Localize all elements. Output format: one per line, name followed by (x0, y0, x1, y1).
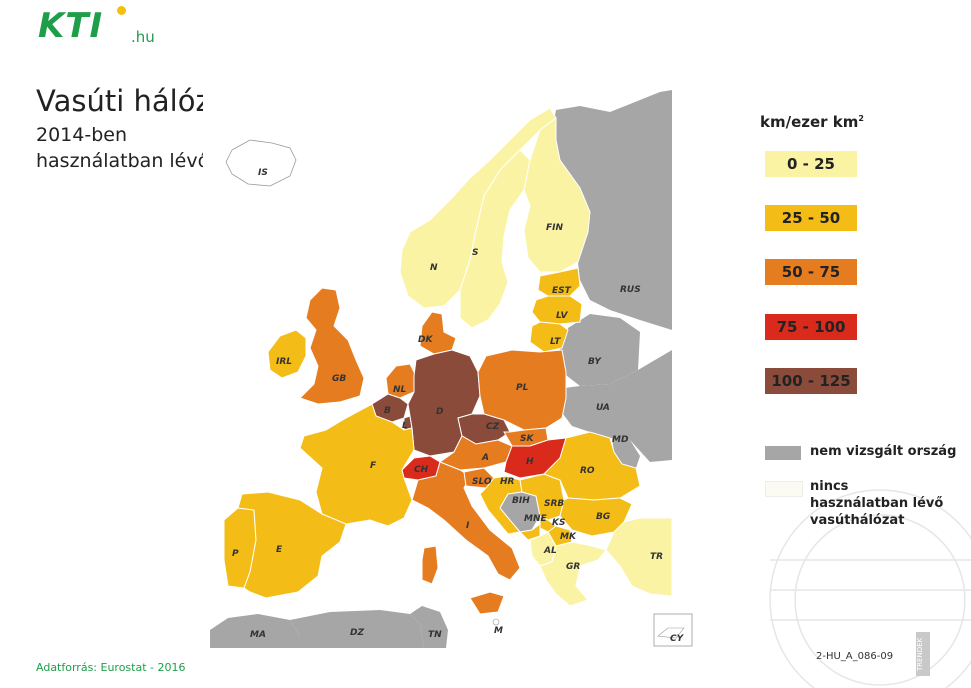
country-TR (605, 517, 673, 597)
label-N: N (430, 263, 438, 273)
label-E: E (276, 545, 283, 555)
country-RUS (552, 90, 672, 330)
country-UA (560, 350, 672, 462)
label-M: M (494, 626, 503, 636)
country-IS (225, 139, 297, 187)
country-labels: IS N S FIN EST LV LT RUS BY UA MD IRL GB… (232, 168, 685, 644)
country-GB (299, 287, 365, 405)
country-LT (529, 321, 569, 353)
legend-class-25-50: 25 - 50 (765, 205, 857, 231)
figure-code: 2-HU_A_086-09 (816, 651, 894, 662)
country-S (459, 149, 531, 329)
label-I: I (466, 521, 470, 531)
label-FIN: FIN (546, 223, 563, 233)
label-SK: SK (520, 434, 534, 444)
legend-class-50-75: 50 - 75 (765, 259, 857, 285)
label-L: L (402, 421, 408, 431)
label-D: D (436, 407, 444, 417)
country-EST (537, 267, 581, 297)
decorative-circles (769, 489, 971, 688)
kti-logo: KTI (38, 6, 104, 46)
label-DZ: DZ (350, 628, 364, 638)
label-PL: PL (516, 383, 529, 393)
legend-not-examined-swatch (765, 446, 801, 460)
map-subtitle: 2014-ben használatban lévő (36, 124, 210, 172)
label-BY: BY (588, 357, 602, 367)
country-CY (657, 627, 685, 639)
label-MD: MD (612, 435, 629, 445)
label-CH: CH (414, 465, 429, 475)
legend-unit-text: km/ezer km (760, 113, 859, 131)
country-GR (539, 541, 607, 607)
label-AL: AL (543, 546, 557, 556)
label-GR: GR (566, 562, 580, 572)
country-N (399, 107, 557, 309)
legend-class-label: 100 - 125 (771, 372, 851, 390)
legend-class-label: 0 - 25 (787, 155, 835, 173)
label-GB: GB (332, 374, 346, 384)
label-MK: MK (560, 532, 577, 542)
logo-domain: .hu (131, 28, 155, 46)
label-MA: MA (250, 630, 266, 640)
country-LV (531, 295, 583, 325)
country-DZ (290, 610, 424, 648)
label-TR: TR (650, 552, 663, 562)
country-E (237, 491, 347, 599)
country-FIN (523, 117, 591, 273)
label-KS: KS (552, 518, 565, 528)
country-TN (410, 606, 448, 648)
label-BG: BG (596, 512, 610, 522)
label-RUS: RUS (620, 285, 641, 295)
country-MD (612, 438, 640, 468)
watermark: TRENDEK (916, 632, 930, 676)
label-RO: RO (580, 466, 595, 476)
label-SLO: SLO (472, 477, 492, 487)
label-IRL: IRL (276, 357, 292, 367)
label-CZ: CZ (486, 422, 500, 432)
country-I-sardinia (421, 545, 439, 585)
label-B: B (384, 406, 391, 416)
country-M (492, 618, 500, 626)
label-P: P (232, 549, 239, 559)
label-UA: UA (596, 403, 610, 413)
label-NL: NL (393, 385, 407, 395)
label-H: H (526, 457, 534, 467)
label-BIH: BIH (512, 496, 530, 506)
legend-class-100-125: 100 - 125 (765, 368, 857, 394)
label-EST: EST (552, 286, 572, 296)
legend-unit: km/ezer km2 (760, 113, 864, 131)
label-LV: LV (556, 311, 568, 321)
logo-dot (117, 6, 126, 15)
label-MNE: MNE (524, 514, 547, 524)
legend-no-rail-swatch (765, 481, 803, 497)
label-F: F (370, 461, 377, 471)
country-I-sicily (469, 591, 505, 615)
legend-unit-sup: 2 (858, 114, 864, 123)
data-source: Adatforrás: Eurostat - 2016 (36, 661, 186, 674)
label-HR: HR (500, 477, 515, 487)
label-S: S (472, 248, 478, 258)
label-TN: TN (428, 630, 442, 640)
country-BY (560, 314, 640, 386)
country-MA (210, 614, 300, 648)
label-SRB: SRB (544, 499, 564, 509)
legend-not-examined: nem vizsgált ország (810, 444, 957, 459)
label-LT: LT (550, 337, 561, 347)
legend-class-0-25: 0 - 25 (765, 151, 857, 177)
legend-no-rail: nincs használatban lévő vasúthálózat (810, 479, 944, 528)
label-CY: CY (670, 634, 685, 644)
country-I (411, 461, 521, 581)
label-DK: DK (418, 335, 433, 345)
legend-class-label: 75 - 100 (776, 318, 846, 336)
legend-class-75-100: 75 - 100 (765, 314, 857, 340)
label-IS: IS (258, 168, 268, 178)
country-IRL (267, 329, 307, 379)
label-A: A (481, 453, 489, 463)
legend-class-label: 25 - 50 (781, 209, 841, 227)
country-MNE (518, 523, 541, 541)
country-A (438, 435, 513, 471)
legend-class-label: 50 - 75 (781, 263, 841, 281)
